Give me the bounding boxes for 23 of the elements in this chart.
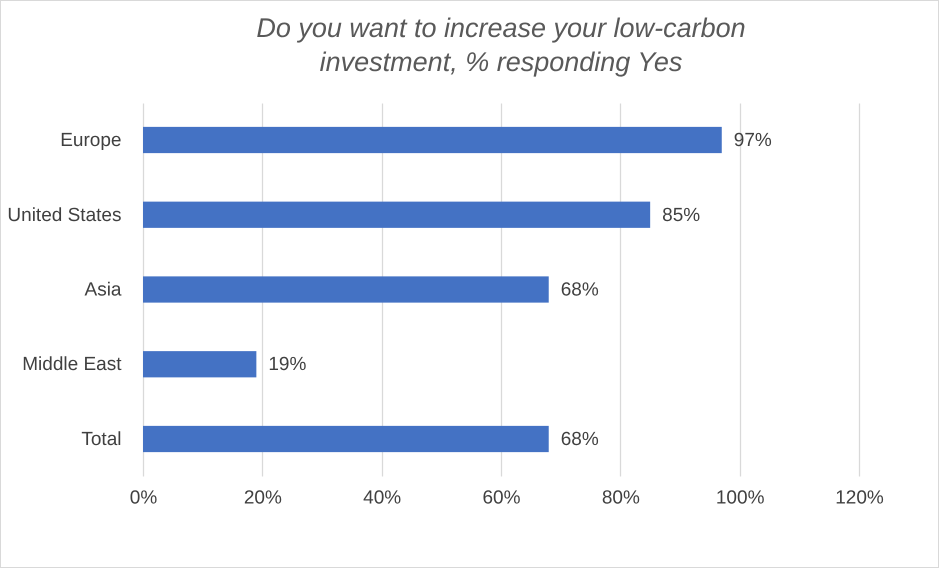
data-label: 85% <box>662 204 700 226</box>
x-tick-label: 80% <box>602 488 640 508</box>
bar <box>143 126 722 154</box>
x-tick-label: 20% <box>244 488 282 508</box>
data-label: 97% <box>734 130 772 151</box>
bar <box>143 351 256 378</box>
data-label: 19% <box>268 354 306 376</box>
y-tick-label: Middle East <box>22 354 122 376</box>
bar <box>143 276 549 303</box>
data-label: 68% <box>560 429 599 450</box>
x-tick-label: 60% <box>482 488 521 508</box>
x-tick-label: 0% <box>130 488 158 508</box>
x-tick-label: 100% <box>716 488 765 508</box>
bar <box>143 202 650 228</box>
y-tick-label: Europe <box>60 130 122 151</box>
data-label: 68% <box>560 280 599 300</box>
y-tick-label: United States <box>7 204 122 226</box>
y-tick-label: Total <box>81 429 122 450</box>
x-tick-label: 120% <box>835 488 884 508</box>
x-tick-label: 40% <box>363 488 402 508</box>
chart-title: Do you want to increase your low-carbon investment, % responding Yes <box>256 13 746 77</box>
bar <box>143 426 549 452</box>
y-tick-label: Asia <box>84 280 122 300</box>
